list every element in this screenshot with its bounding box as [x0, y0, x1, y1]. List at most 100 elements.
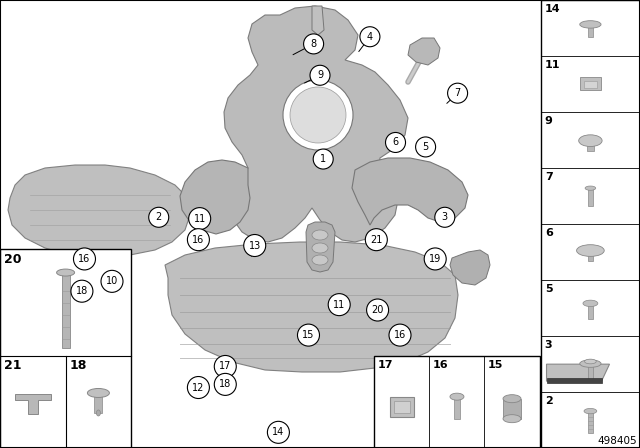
Text: 14: 14 — [272, 427, 285, 437]
Circle shape — [188, 376, 209, 399]
Ellipse shape — [450, 393, 464, 400]
Text: 3: 3 — [545, 340, 552, 350]
Ellipse shape — [312, 243, 328, 253]
Ellipse shape — [580, 360, 601, 367]
Text: 18: 18 — [219, 379, 232, 389]
Text: 16: 16 — [433, 360, 448, 370]
Text: 2: 2 — [156, 212, 162, 222]
Text: 8: 8 — [310, 39, 317, 49]
FancyBboxPatch shape — [580, 77, 601, 90]
Circle shape — [148, 207, 169, 227]
Text: 15: 15 — [302, 330, 315, 340]
Circle shape — [424, 248, 446, 270]
Polygon shape — [224, 6, 408, 242]
Text: 6: 6 — [392, 138, 399, 147]
FancyBboxPatch shape — [503, 399, 521, 419]
Text: 20: 20 — [371, 305, 384, 315]
Polygon shape — [8, 165, 190, 258]
FancyBboxPatch shape — [61, 272, 70, 349]
Text: 5: 5 — [422, 142, 429, 152]
Circle shape — [435, 207, 455, 227]
Circle shape — [360, 27, 380, 47]
Circle shape — [214, 373, 236, 396]
FancyBboxPatch shape — [0, 249, 131, 448]
Ellipse shape — [580, 21, 601, 28]
FancyBboxPatch shape — [454, 396, 460, 419]
Polygon shape — [352, 158, 468, 225]
Ellipse shape — [585, 186, 596, 190]
Text: 15: 15 — [488, 360, 503, 370]
Text: 18: 18 — [76, 286, 88, 296]
FancyBboxPatch shape — [541, 0, 640, 448]
Ellipse shape — [583, 300, 598, 306]
Ellipse shape — [584, 359, 596, 364]
Text: 4: 4 — [367, 32, 373, 42]
Text: 12: 12 — [192, 383, 205, 392]
Text: 1: 1 — [320, 154, 326, 164]
Circle shape — [447, 83, 468, 103]
FancyBboxPatch shape — [584, 82, 596, 88]
FancyBboxPatch shape — [95, 393, 102, 413]
Text: 16: 16 — [192, 235, 205, 245]
Ellipse shape — [584, 409, 596, 414]
FancyBboxPatch shape — [547, 378, 602, 383]
Text: 5: 5 — [545, 284, 552, 294]
Polygon shape — [180, 160, 250, 234]
Ellipse shape — [503, 395, 521, 403]
Polygon shape — [408, 38, 440, 65]
Circle shape — [303, 34, 324, 54]
Circle shape — [188, 228, 209, 251]
FancyBboxPatch shape — [588, 24, 593, 37]
Polygon shape — [15, 394, 51, 414]
Text: 9: 9 — [317, 70, 323, 80]
Text: 9: 9 — [545, 116, 553, 126]
Circle shape — [415, 137, 436, 157]
Circle shape — [214, 355, 236, 378]
Text: 13: 13 — [248, 241, 261, 250]
Ellipse shape — [88, 388, 109, 397]
Text: 19: 19 — [429, 254, 442, 264]
Ellipse shape — [56, 269, 75, 276]
Circle shape — [367, 299, 388, 321]
Circle shape — [298, 324, 319, 346]
Ellipse shape — [503, 415, 521, 422]
Circle shape — [310, 65, 330, 85]
Text: 20: 20 — [4, 253, 22, 266]
Circle shape — [328, 293, 350, 316]
FancyBboxPatch shape — [588, 303, 593, 319]
FancyBboxPatch shape — [588, 141, 593, 151]
Circle shape — [385, 133, 406, 152]
Circle shape — [283, 80, 353, 150]
Text: 6: 6 — [545, 228, 553, 238]
Text: 14: 14 — [545, 4, 561, 14]
Text: 21: 21 — [370, 235, 383, 245]
Circle shape — [189, 207, 211, 230]
Text: 10: 10 — [106, 276, 118, 286]
FancyBboxPatch shape — [390, 396, 414, 417]
Circle shape — [389, 324, 411, 346]
Text: 21: 21 — [4, 359, 22, 372]
Text: 11: 11 — [545, 60, 560, 70]
FancyBboxPatch shape — [588, 250, 593, 261]
Text: 18: 18 — [70, 359, 87, 372]
Circle shape — [268, 421, 289, 444]
FancyBboxPatch shape — [588, 188, 593, 206]
Polygon shape — [547, 364, 609, 381]
Polygon shape — [165, 242, 458, 372]
Circle shape — [101, 270, 123, 293]
Text: 3: 3 — [442, 212, 448, 222]
Text: 17: 17 — [219, 362, 232, 371]
FancyBboxPatch shape — [588, 364, 593, 379]
Ellipse shape — [579, 135, 602, 146]
Text: 17: 17 — [378, 360, 393, 370]
Circle shape — [313, 149, 333, 169]
Circle shape — [290, 87, 346, 143]
Text: 7: 7 — [454, 88, 461, 98]
FancyBboxPatch shape — [588, 411, 593, 434]
Polygon shape — [312, 6, 324, 35]
Polygon shape — [450, 250, 490, 285]
Text: 2: 2 — [545, 396, 552, 406]
Circle shape — [244, 234, 266, 257]
Text: 498405: 498405 — [597, 436, 637, 446]
Polygon shape — [306, 222, 335, 272]
